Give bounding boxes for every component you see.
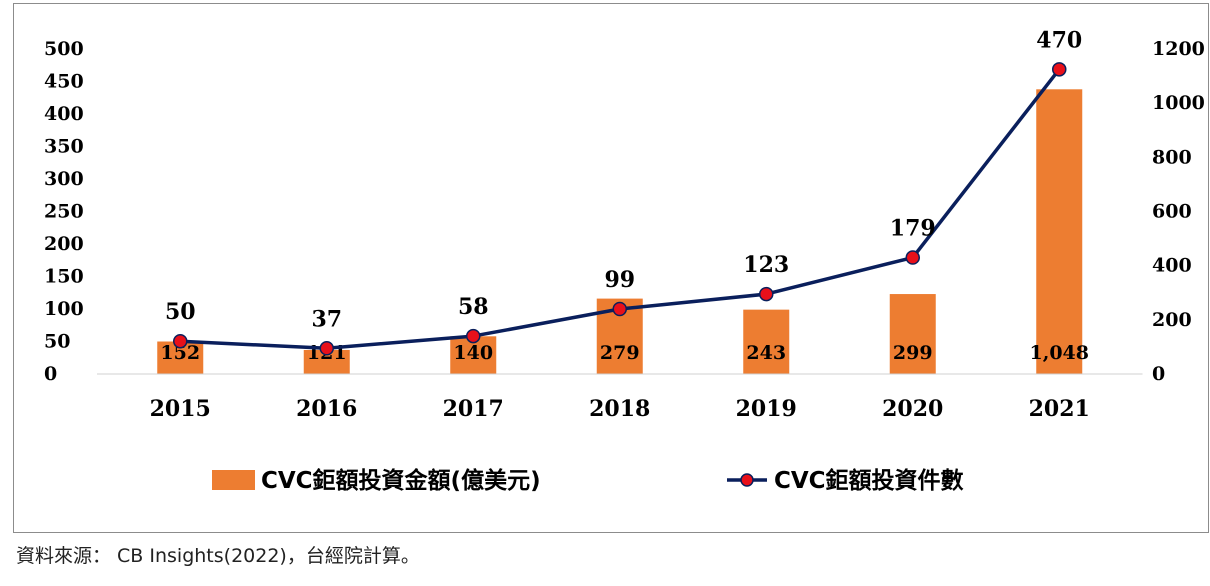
y-left-tick: 450 xyxy=(44,71,84,93)
y-left-tick: 350 xyxy=(44,136,84,158)
line-marker xyxy=(759,286,774,302)
y-right-tick: 1000 xyxy=(1152,92,1205,114)
bar-value-label: 152 xyxy=(160,342,200,364)
line-marker xyxy=(319,341,334,356)
line-marker xyxy=(173,333,188,349)
x-tick-label: 2016 xyxy=(296,396,357,422)
y-left-tick: 150 xyxy=(44,266,84,288)
source-note: 資料來源： CB Insights(2022)，台經院計算。 xyxy=(16,545,420,567)
y-left-tick: 300 xyxy=(44,168,84,190)
x-tick-label: 2018 xyxy=(589,396,650,422)
y-left-tick: 200 xyxy=(44,233,84,255)
bar-value-label: 279 xyxy=(600,342,640,364)
left-axis: 0 50 100 150 200 250 300 350 400 450 500 xyxy=(44,38,84,385)
line-marker xyxy=(905,250,920,265)
y-left-tick: 500 xyxy=(44,38,84,60)
line-value-label: 58 xyxy=(458,294,489,320)
y-right-tick: 1200 xyxy=(1152,38,1205,60)
legend-line-marker xyxy=(740,473,754,487)
line-marker xyxy=(612,301,627,317)
bar-value-label: 140 xyxy=(453,342,493,364)
bar xyxy=(889,294,936,374)
bar-value-label: 299 xyxy=(893,342,933,364)
y-left-tick: 100 xyxy=(44,298,84,320)
y-left-tick: 400 xyxy=(44,103,84,125)
legend-line-label: CVC鉅額投資件數 xyxy=(774,467,964,494)
line-series: 50 37 58 99 123 179 470 xyxy=(165,27,1082,356)
y-right-tick: 800 xyxy=(1152,146,1192,168)
line-value-label: 123 xyxy=(743,252,789,278)
line-value-label: 179 xyxy=(890,216,936,242)
line-value-label: 37 xyxy=(311,306,342,332)
bar-value-label: 1,048 xyxy=(1030,342,1090,364)
line-marker xyxy=(1052,62,1067,77)
x-tick-label: 2019 xyxy=(736,396,797,422)
legend-bar-label: CVC鉅額投資金額(億美元) xyxy=(261,467,541,494)
legend: CVC鉅額投資金額(億美元) CVC鉅額投資件數 xyxy=(212,467,964,494)
line-marker xyxy=(466,328,481,344)
y-right-tick: 200 xyxy=(1152,309,1192,331)
line-value-label: 50 xyxy=(165,299,196,325)
y-left-tick: 250 xyxy=(44,201,84,223)
bar-series: 1521211402792432991,048 xyxy=(157,89,1090,375)
bar xyxy=(743,309,790,374)
line-value-label: 470 xyxy=(1036,27,1082,53)
bar xyxy=(1036,89,1083,375)
x-axis-ticks: 2015 2016 2017 2018 2019 2020 2021 xyxy=(150,396,1090,422)
y-left-tick: 50 xyxy=(44,331,70,353)
x-tick-label: 2020 xyxy=(882,396,943,422)
right-axis: 0 200 400 600 800 1000 1200 xyxy=(1152,38,1205,385)
y-right-tick: 0 xyxy=(1152,363,1165,385)
y-right-tick: 600 xyxy=(1152,201,1192,223)
legend-bar-swatch xyxy=(212,470,255,490)
x-tick-label: 2015 xyxy=(150,396,211,422)
chart-frame: 0 50 100 150 200 250 300 350 400 450 500 0 200 400 60… xyxy=(13,3,1209,533)
x-tick-label: 2021 xyxy=(1029,396,1090,422)
bar-value-label: 243 xyxy=(746,342,786,364)
combo-chart: 0 50 100 150 200 250 300 350 400 450 500 0 200 400 60… xyxy=(44,27,1205,494)
x-tick-label: 2017 xyxy=(443,396,504,422)
y-left-tick: 0 xyxy=(44,363,57,385)
line-value-label: 99 xyxy=(604,267,635,293)
y-right-tick: 400 xyxy=(1152,255,1192,277)
